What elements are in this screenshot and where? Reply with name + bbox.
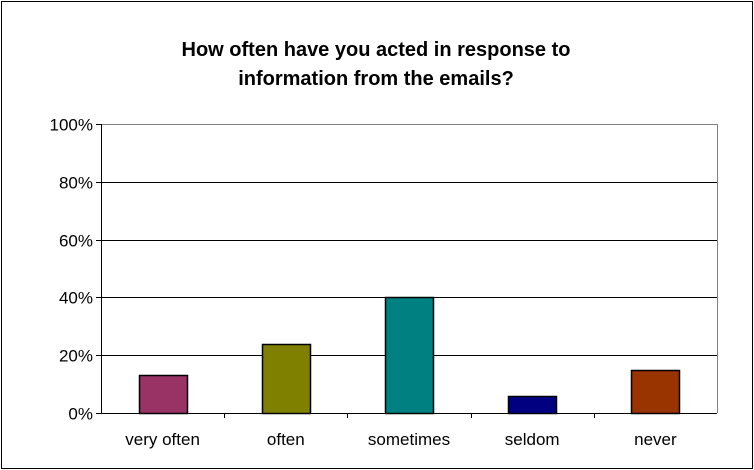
x-tick-labels: very often often sometimes seldom never (125, 430, 677, 449)
bar-sometimes (384, 296, 435, 415)
x-tick-label: never (634, 430, 677, 449)
bar-often (261, 343, 312, 415)
y-tick-label: 100% (50, 116, 93, 135)
y-tick-label: 20% (59, 347, 93, 366)
y-tick-label: 40% (59, 289, 93, 308)
y-tick-label: 0% (68, 405, 93, 424)
y-tick-label: 80% (59, 174, 93, 193)
x-tick-label: sometimes (368, 430, 450, 449)
x-tick-label: very often (125, 430, 200, 449)
x-tick-label: often (267, 430, 305, 449)
bar-never (630, 369, 681, 415)
bars (138, 296, 681, 415)
x-tick-label: seldom (505, 430, 560, 449)
bar-very-often (138, 374, 189, 415)
y-tick-labels: 0% 20% 40% 60% 80% 100% (50, 116, 93, 424)
bar-seldom (507, 395, 558, 415)
y-tick-label: 60% (59, 232, 93, 251)
axes (96, 124, 718, 418)
chart-title: How often have you acted in response to … (181, 39, 571, 90)
